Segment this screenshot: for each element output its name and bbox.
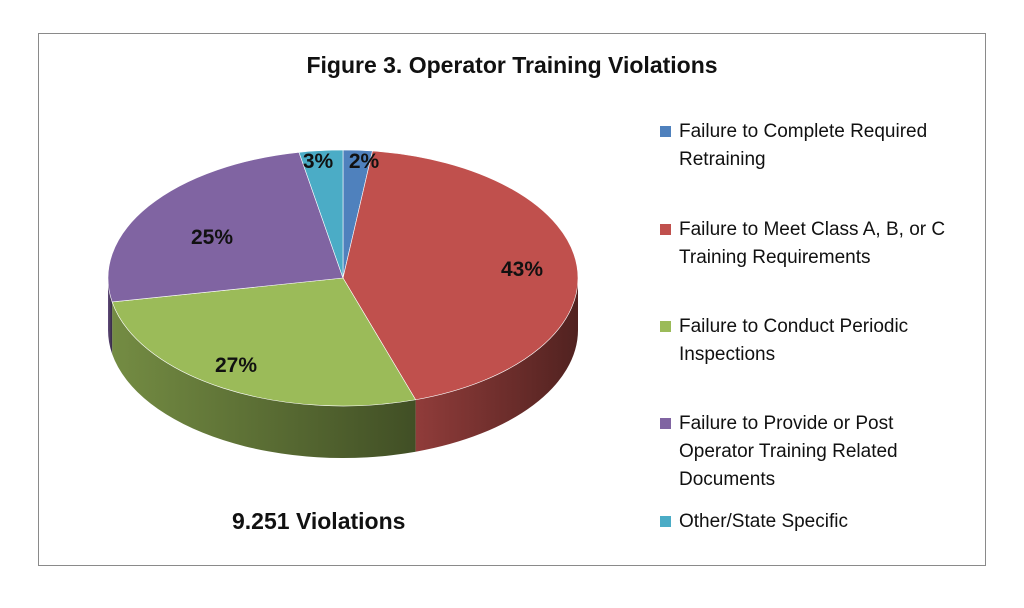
- legend-label-other: Other/State Specific: [679, 511, 848, 532]
- pie-label-retraining: 2%: [349, 150, 380, 173]
- legend-label-documents: Failure to Provide or Post Operator Trai…: [679, 413, 898, 490]
- pie-slice-class-training: [342, 150, 579, 401]
- chart-title: Figure 3. Operator Training Violations: [306, 52, 718, 78]
- pie-label-documents: 25%: [191, 226, 233, 249]
- legend-swatch-other: [660, 516, 671, 527]
- legend-label-retraining: Failure to Complete Required Retraining: [679, 121, 928, 170]
- legend-swatch-retraining: [660, 126, 671, 137]
- legend-swatch-periodic-inspections: [660, 321, 671, 332]
- pie-label-class-training: 43%: [501, 258, 543, 281]
- violations-total: 9.251 Violations: [232, 508, 406, 534]
- legend-label-periodic-inspections: Failure to Conduct Periodic Inspections: [679, 316, 909, 365]
- legend-swatch-class-training: [660, 224, 671, 235]
- pie-label-other: 3%: [303, 150, 334, 173]
- pie-label-periodic-inspections: 27%: [215, 354, 257, 377]
- pie-side-documents: [108, 278, 113, 354]
- pie-side-periodic-inspections: [112, 301, 416, 458]
- pie-side-class-training: [415, 278, 578, 452]
- legend-label-class-training: Failure to Meet Class A, B, or C Trainin…: [679, 219, 946, 268]
- legend-swatch-documents: [660, 418, 671, 429]
- pie-slice-periodic-inspections: [111, 277, 417, 407]
- pie-slice-other: [298, 149, 344, 279]
- pie-slice-documents: [107, 151, 344, 303]
